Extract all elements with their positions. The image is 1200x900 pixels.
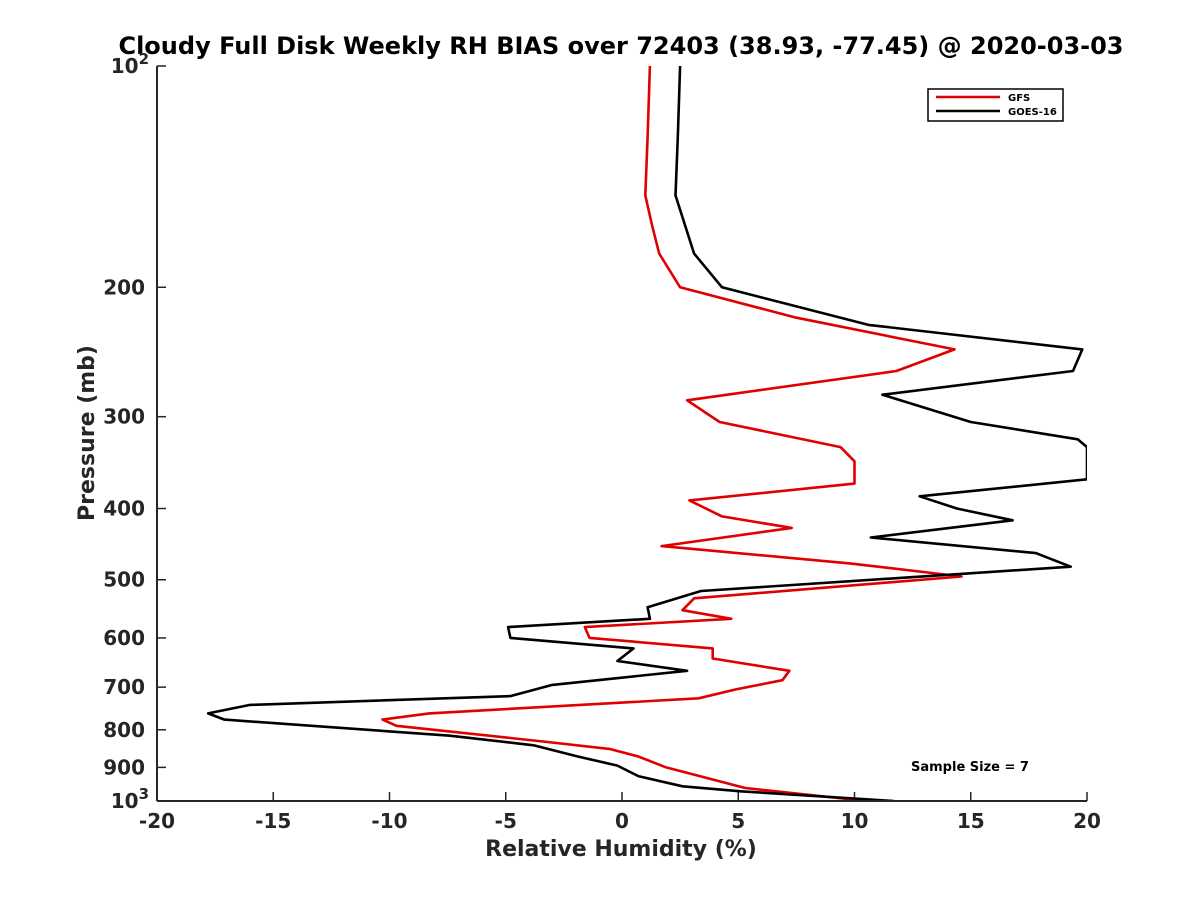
sample-size-annotation: Sample Size = 7 (911, 760, 1029, 775)
series-layer (206, 66, 1087, 801)
y-tick-label: 500 (103, 568, 145, 592)
x-tick-label: -10 (371, 809, 407, 833)
x-tick-label: -15 (255, 809, 291, 833)
y-tick-label: 103 (111, 785, 149, 813)
y-tick-label: 300 (103, 405, 145, 429)
y-tick-label-base: 10 (111, 54, 139, 78)
x-tick-label: 20 (1073, 809, 1101, 833)
series-line-goes16 (206, 66, 1087, 801)
legend-goes16-label: GOES-16 (1008, 107, 1057, 118)
chart-title: Cloudy Full Disk Weekly RH BIAS over 724… (118, 32, 1123, 60)
y-tick-label: 900 (103, 755, 145, 779)
legend-gfs-label: GFS (1008, 93, 1030, 104)
y-tick-label-base: 10 (111, 789, 139, 813)
y-axis-label: Pressure (mb) (75, 345, 100, 521)
x-tick-label: -20 (139, 809, 175, 833)
x-tick-label: 10 (841, 809, 869, 833)
x-axis-ticks: -20 -15 -10 -5 0 5 10 15 20 (139, 792, 1101, 833)
y-tick-label: 600 (103, 626, 145, 650)
legend-box (927, 88, 1064, 122)
y-tick-label: 700 (103, 675, 145, 699)
y-tick-label: 102 (111, 50, 149, 78)
y-tick-label: 800 (103, 718, 145, 742)
x-tick-label: -5 (495, 809, 517, 833)
legend: GFS GOES-16 (927, 88, 1064, 122)
x-tick-label: 15 (957, 809, 985, 833)
y-tick-label-exponent: 2 (139, 50, 149, 68)
y-tick-label: 200 (103, 275, 145, 299)
x-axis-label: Relative Humidity (%) (485, 837, 757, 862)
y-tick-label-exponent: 3 (139, 785, 149, 803)
series-line-gfs (381, 66, 963, 801)
x-tick-label: 5 (731, 809, 745, 833)
x-tick-label: 0 (615, 809, 629, 833)
y-tick-label: 400 (103, 497, 145, 521)
